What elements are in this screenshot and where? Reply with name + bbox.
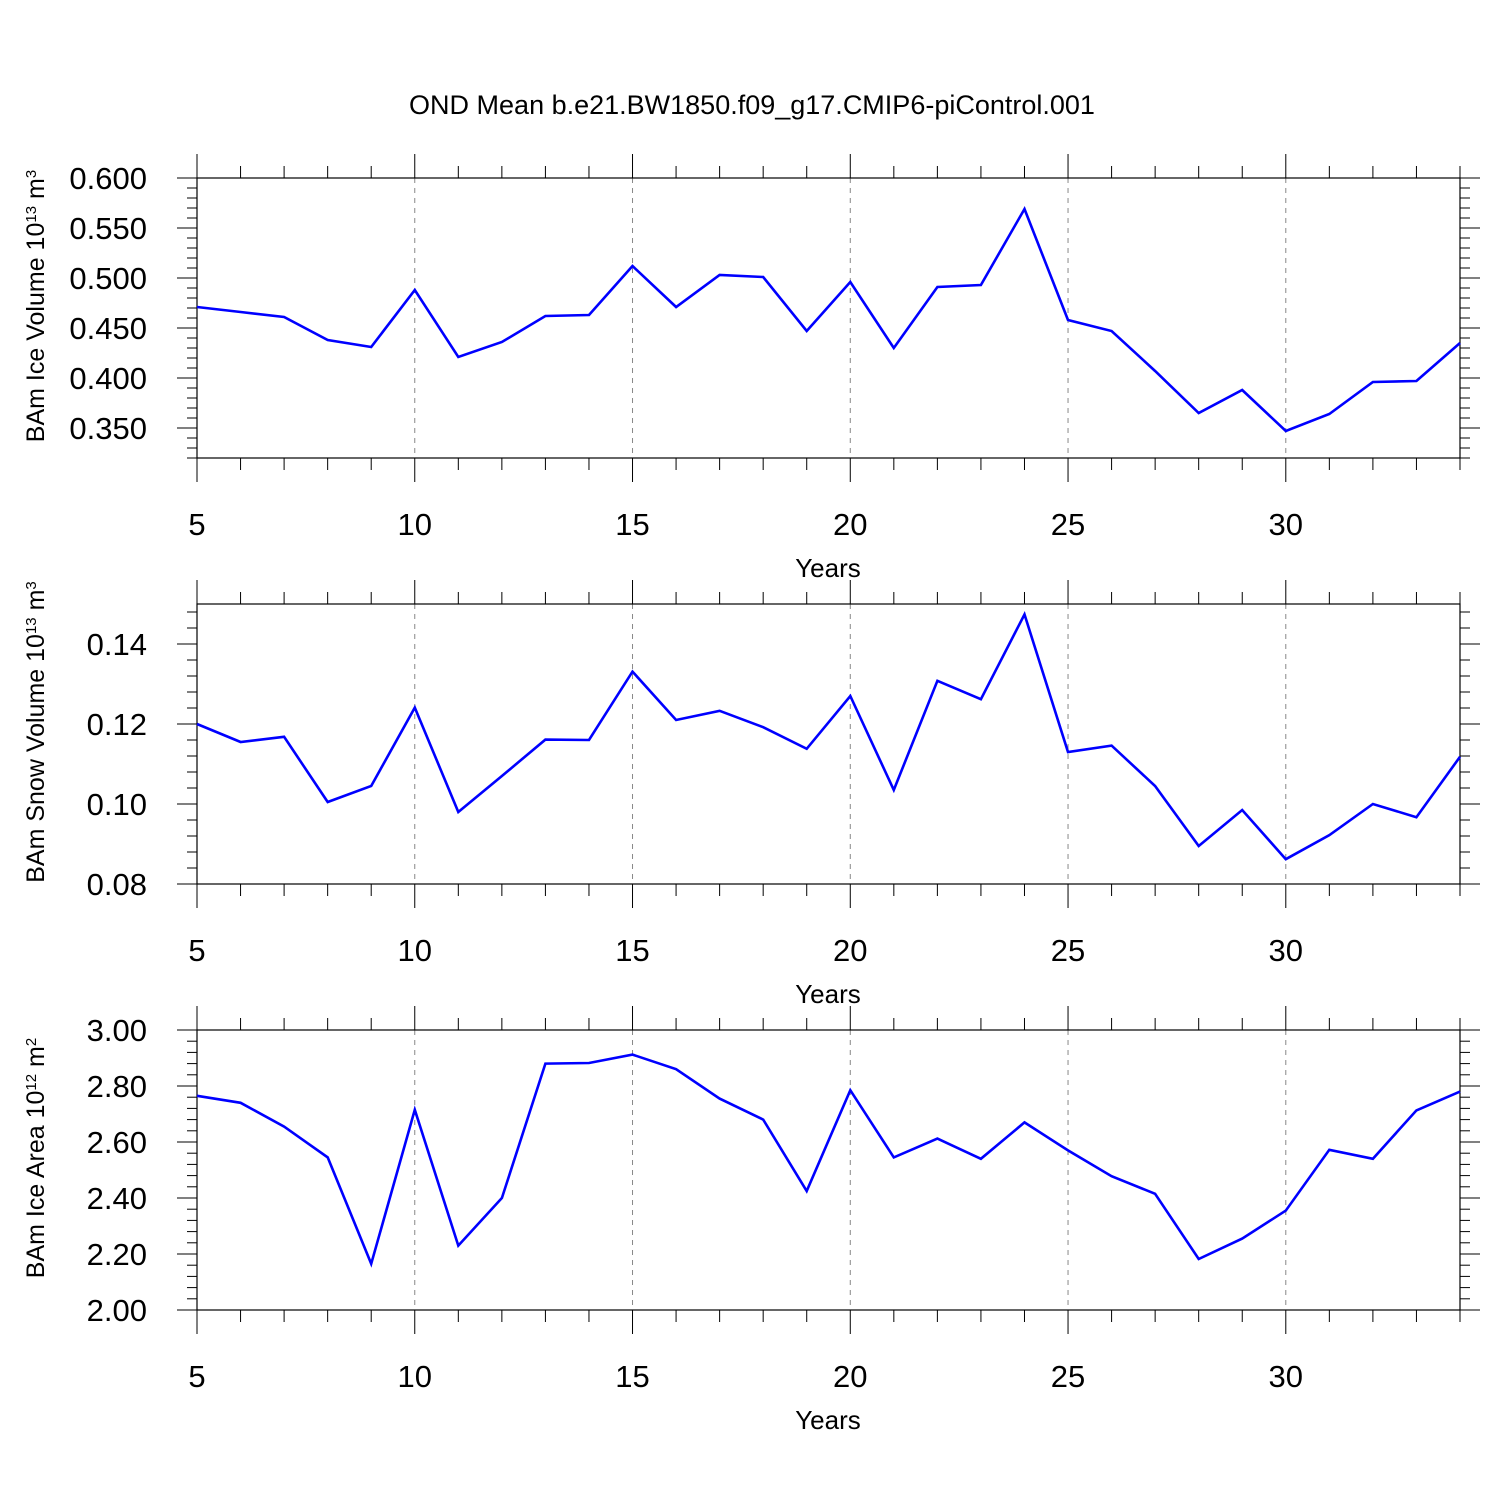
chart-title: OND Mean b.e21.BW1850.f09_g17.CMIP6-piCo… bbox=[409, 90, 1095, 120]
x-tick-label: 5 bbox=[188, 1359, 205, 1394]
x-tick-label: 15 bbox=[615, 1359, 649, 1394]
x-tick-label: 20 bbox=[833, 1359, 867, 1394]
plot-panel-1: 0.350 0.400 0.450 0.500 0.550 0.600 5 10 15 20 25 3… bbox=[22, 154, 1480, 583]
y-tick-label: 2.20 bbox=[87, 1237, 147, 1272]
y-tick-label: 2.00 bbox=[87, 1293, 147, 1328]
y-tick-label: 0.600 bbox=[69, 161, 147, 196]
y-tick-label: 0.400 bbox=[69, 361, 147, 396]
x-tick-label: 25 bbox=[1051, 933, 1085, 968]
y-tick-label: 2.40 bbox=[87, 1181, 147, 1216]
y-tick-label: 0.350 bbox=[69, 411, 147, 446]
y-axis-label: BAm Ice Volume 1013 m3 bbox=[22, 170, 50, 442]
y-tick-label: 0.550 bbox=[69, 211, 147, 246]
x-tick-label: 5 bbox=[188, 933, 205, 968]
x-tick-label: 10 bbox=[398, 507, 432, 542]
plot-frame bbox=[196, 603, 1461, 885]
plot-panel-3: 2.00 2.20 2.40 2.60 2.80 3.00 5 10 15 20 25 30 Years… bbox=[22, 1006, 1480, 1435]
x-tick-label: 10 bbox=[398, 933, 432, 968]
x-tick-label: 15 bbox=[615, 933, 649, 968]
y-axis-label: BAm Ice Area 1012 m2 bbox=[22, 1038, 50, 1278]
x-axis-label: Years bbox=[795, 1405, 861, 1435]
x-tick-label: 30 bbox=[1269, 1359, 1303, 1394]
x-tick-label: 5 bbox=[188, 507, 205, 542]
x-axis-label: Years bbox=[795, 553, 861, 583]
plot-frame bbox=[196, 1029, 1461, 1311]
y-tick-label: 0.08 bbox=[87, 867, 147, 902]
x-tick-label: 30 bbox=[1269, 507, 1303, 542]
x-tick-label: 20 bbox=[833, 507, 867, 542]
x-tick-label: 10 bbox=[398, 1359, 432, 1394]
y-tick-label: 0.14 bbox=[87, 627, 147, 662]
y-axis-label: BAm Snow Volume 1013 m3 bbox=[22, 581, 50, 883]
x-tick-label: 25 bbox=[1051, 507, 1085, 542]
y-tick-label: 0.12 bbox=[87, 707, 147, 742]
series-line bbox=[196, 1053, 1461, 1268]
x-tick-label: 25 bbox=[1051, 1359, 1085, 1394]
y-tick-label: 2.80 bbox=[87, 1069, 147, 1104]
y-tick-label: 2.60 bbox=[87, 1125, 147, 1160]
x-tick-label: 20 bbox=[833, 933, 867, 968]
plots: 0.350 0.400 0.450 0.500 0.550 0.600 5 10 15 20 25 3… bbox=[22, 154, 1480, 1435]
series-line bbox=[196, 610, 1462, 861]
y-tick-label: 3.00 bbox=[87, 1013, 147, 1048]
y-tick-label: 0.500 bbox=[69, 261, 147, 296]
x-tick-label: 15 bbox=[615, 507, 649, 542]
x-tick-label: 30 bbox=[1269, 933, 1303, 968]
x-axis-label: Years bbox=[795, 979, 861, 1009]
series-line bbox=[196, 206, 1461, 433]
plot-panel-2: 0.08 0.10 0.12 0.14 5 10 15 20 25 30 Years BAm Snow… bbox=[22, 580, 1480, 1009]
y-tick-label: 0.10 bbox=[87, 787, 147, 822]
y-tick-label: 0.450 bbox=[69, 311, 147, 346]
